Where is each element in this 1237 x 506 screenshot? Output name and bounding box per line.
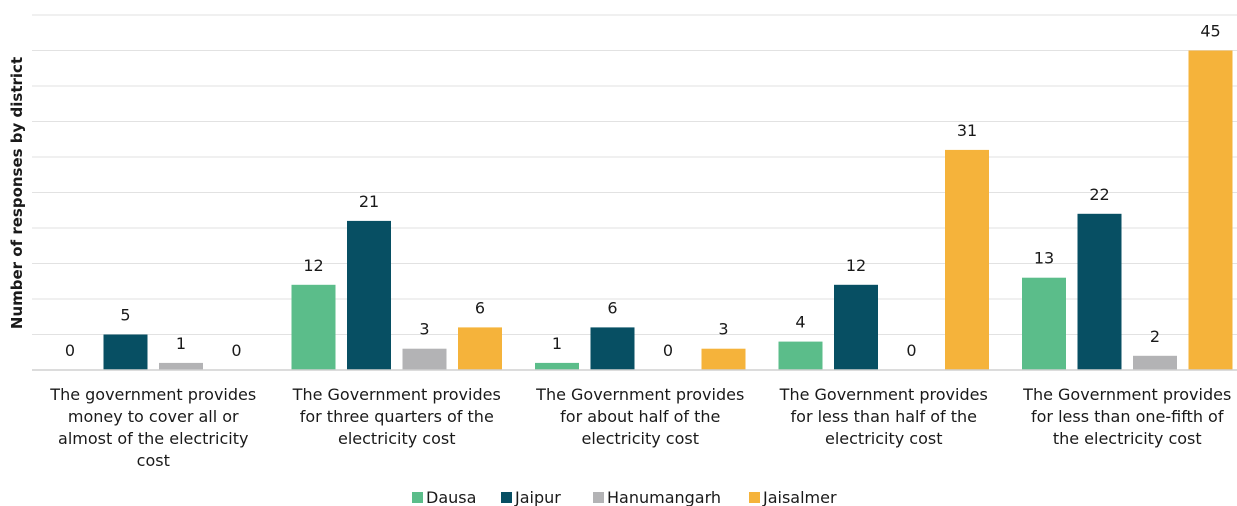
legend-label: Dausa xyxy=(426,488,476,506)
bar-hanumangarh-5 xyxy=(1133,355,1177,370)
legend-swatch xyxy=(412,492,423,503)
data-label: 3 xyxy=(419,320,429,339)
category-label: The Government provides for three quarter… xyxy=(292,385,501,448)
legend-swatch xyxy=(749,492,760,503)
bar-dausa-4 xyxy=(778,341,823,370)
legend-label: Hanumangarh xyxy=(607,488,721,506)
category-label: The government provides money to cover al… xyxy=(49,385,256,470)
category-label: The Government provides for less than one… xyxy=(1022,385,1231,448)
y-axis-label: Number of responses by district xyxy=(8,57,26,329)
bar-hanumangarh-2 xyxy=(402,348,447,370)
legend-item-jaisalmer: Jaisalmer xyxy=(749,488,837,506)
data-label: 31 xyxy=(957,121,977,140)
data-label: 6 xyxy=(475,298,485,317)
category-label: The Government provides for about half of… xyxy=(535,385,744,448)
bars xyxy=(103,50,1233,370)
data-label: 6 xyxy=(607,298,617,317)
data-label: 0 xyxy=(231,341,241,360)
data-label: 5 xyxy=(120,306,130,325)
legend: Dausa Jaipur Hanumangarh Jaisalmer xyxy=(412,488,837,506)
legend-item-hanumangarh: Hanumangarh xyxy=(593,488,721,506)
bar-jaipur-4 xyxy=(834,284,878,370)
legend-swatch xyxy=(501,492,512,503)
legend-label: Jaisalmer xyxy=(762,488,837,506)
data-label: 12 xyxy=(846,256,866,275)
bar-jaisalmer-3 xyxy=(701,348,746,370)
bar-jaipur-2 xyxy=(347,220,391,370)
data-label: 13 xyxy=(1034,249,1054,268)
bar-dausa-2 xyxy=(291,284,336,370)
category-labels: The government provides money to cover al… xyxy=(49,385,1231,470)
bar-jaipur-5 xyxy=(1077,213,1122,370)
bar-dausa-3 xyxy=(535,362,579,370)
bar-jaisalmer-4 xyxy=(945,149,989,370)
bar-jaisalmer-5 xyxy=(1188,50,1233,370)
category-label: The Government provides for less than hal… xyxy=(779,385,988,448)
legend-item-jaipur: Jaipur xyxy=(501,488,561,506)
bar-jaipur-3 xyxy=(590,327,635,370)
legend-label: Jaipur xyxy=(514,488,561,506)
bar-hanumangarh-1 xyxy=(159,362,203,370)
data-label: 21 xyxy=(359,192,379,211)
legend-swatch xyxy=(593,492,604,503)
legend-item-dausa: Dausa xyxy=(412,488,476,506)
data-label: 2 xyxy=(1150,327,1160,346)
data-label: 0 xyxy=(65,341,75,360)
data-label: 45 xyxy=(1200,22,1220,41)
bar-jaipur-1 xyxy=(103,334,148,370)
data-label: 4 xyxy=(795,313,805,332)
bar-jaisalmer-2 xyxy=(458,327,502,370)
bar-dausa-5 xyxy=(1022,277,1066,370)
data-label: 12 xyxy=(303,256,323,275)
data-label: 0 xyxy=(663,341,673,360)
data-label: 22 xyxy=(1089,185,1109,204)
gridlines xyxy=(32,14,1237,335)
data-label: 0 xyxy=(906,341,916,360)
data-label: 3 xyxy=(718,320,728,339)
data-label: 1 xyxy=(552,334,562,353)
data-label: 1 xyxy=(176,334,186,353)
